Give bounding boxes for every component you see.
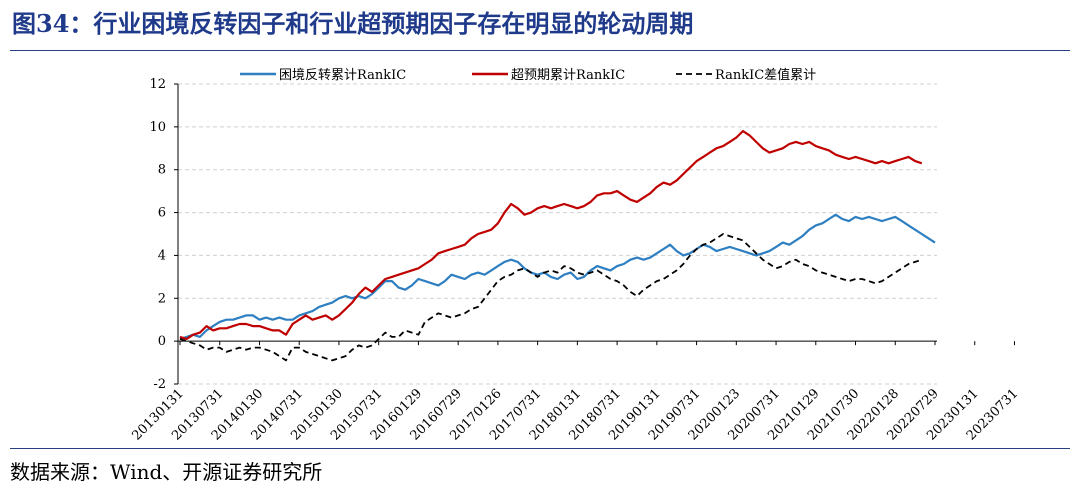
y-axis-ticks: -2 0 2 4 6 8 10 12 bbox=[149, 77, 178, 392]
y-tick-label: -2 bbox=[153, 377, 166, 392]
source-note: 数据来源：Wind、开源证券研究所 bbox=[10, 460, 323, 484]
x-axis-ticks: 2013013120130731201401302014073120150130… bbox=[129, 341, 1021, 444]
chart-title: 图34：行业困境反转因子和行业超预期因子存在明显的轮动周期 bbox=[12, 9, 694, 38]
y-tick-label: 6 bbox=[158, 206, 166, 221]
y-tick-label: 10 bbox=[149, 120, 166, 135]
y-tick-label: 12 bbox=[149, 77, 166, 92]
y-tick-label: 2 bbox=[158, 291, 166, 306]
y-tick-label: 8 bbox=[158, 163, 166, 178]
title-divider bbox=[10, 50, 1070, 51]
axes bbox=[177, 84, 937, 384]
y-tick-label: 4 bbox=[158, 248, 166, 263]
legend: 困境反转累计RankIC 超预期累计RankIC RankIC差值累计 bbox=[240, 67, 816, 83]
series-line-1 bbox=[179, 213, 936, 341]
line-chart: -2 0 2 4 6 8 10 12 2013013120130731201401302014… bbox=[129, 67, 1021, 444]
legend-label-2: 超预期累计RankIC bbox=[511, 68, 625, 83]
gridlines bbox=[178, 83, 937, 385]
series-lines bbox=[179, 129, 936, 362]
source-divider bbox=[10, 448, 1070, 449]
series-line-3 bbox=[179, 233, 923, 362]
series-line-2 bbox=[179, 129, 923, 341]
legend-label-1: 困境反转累计RankIC bbox=[279, 68, 406, 83]
legend-label-3: RankIC差值累计 bbox=[715, 67, 816, 83]
y-tick-label: 0 bbox=[158, 334, 166, 349]
